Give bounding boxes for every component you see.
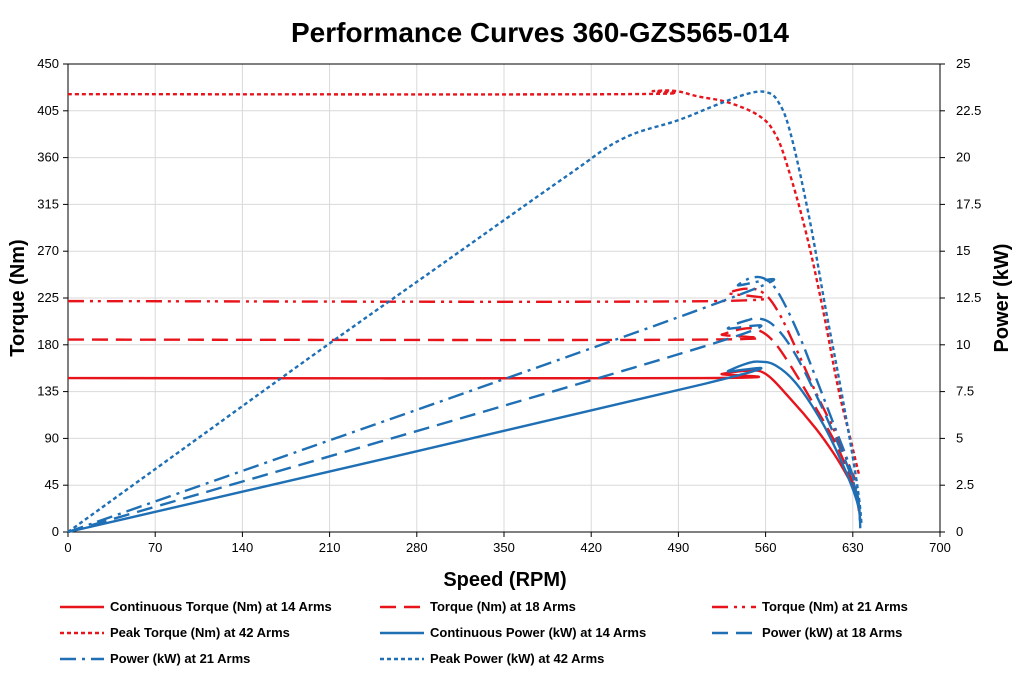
- series-line-7: [67, 275, 862, 534]
- y-axis-label: Torque (Nm): [7, 239, 29, 356]
- y-tick-label: 90: [45, 430, 59, 445]
- y2-tick-label: 22.5: [956, 103, 981, 118]
- x-tick-label: 70: [148, 540, 162, 555]
- x-tick-label: 560: [755, 540, 777, 555]
- y-tick-label: 180: [37, 337, 59, 352]
- series-line-4: [67, 89, 861, 476]
- y2-tick-label: 15: [956, 243, 970, 258]
- y-tick-label: 225: [37, 290, 59, 305]
- legend-label-5: Continuous Power (kW) at 14 Arms: [430, 625, 646, 640]
- legend-label-4: Peak Torque (Nm) at 42 Arms: [110, 625, 290, 640]
- series-line-3: [67, 287, 857, 481]
- chart-title: Performance Curves 360-GZS565-014: [291, 17, 789, 48]
- y-tick-label: 360: [37, 150, 59, 165]
- x-tick-label: 0: [64, 540, 71, 555]
- y2-tick-label: 0: [956, 524, 963, 539]
- series-line-5: [67, 360, 862, 534]
- grid-lines: [67, 63, 941, 533]
- series-line-8: [67, 90, 863, 533]
- legend-label-2: Torque (Nm) at 18 Arms: [430, 599, 576, 614]
- y2-tick-label: 2.5: [956, 477, 974, 492]
- x-tick-label: 420: [580, 540, 602, 555]
- x-tick-label: 210: [319, 540, 341, 555]
- y-tick-label: 450: [37, 56, 59, 71]
- legend-label-1: Continuous Torque (Nm) at 14 Arms: [110, 599, 332, 614]
- legend-label-3: Torque (Nm) at 21 Arms: [762, 599, 908, 614]
- y2-tick-label: 17.5: [956, 196, 981, 211]
- y-tick-label: 0: [52, 524, 59, 539]
- x-tick-label: 630: [842, 540, 864, 555]
- x-tick-label: 700: [929, 540, 951, 555]
- y-tick-label: 45: [45, 477, 59, 492]
- y2-tick-label: 12.5: [956, 290, 981, 305]
- y2-tick-label: 25: [956, 56, 970, 71]
- legend-label-8: Peak Power (kW) at 42 Arms: [430, 651, 604, 666]
- y-tick-label: 315: [37, 196, 59, 211]
- x-axis-ticks: 0 70 140 210 280 350 420 490 560 630 700: [64, 532, 951, 555]
- y2-tick-label: 5: [956, 430, 963, 445]
- x-tick-label: 140: [232, 540, 254, 555]
- series-line-2: [67, 326, 858, 493]
- y2-axis-label: Power (kW): [991, 244, 1013, 353]
- y2-axis-ticks: 0 2.5 5 7.5 10 12.5 15 17.5 20 22.5 25: [940, 56, 981, 539]
- y2-tick-label: 10: [956, 337, 970, 352]
- x-tick-label: 350: [493, 540, 515, 555]
- x-axis-label: Speed (RPM): [443, 569, 566, 591]
- series-line-6: [67, 317, 862, 534]
- x-tick-label: 280: [406, 540, 428, 555]
- legend: Continuous Torque (Nm) at 14 Arms Torque …: [60, 599, 908, 666]
- x-tick-label: 490: [668, 540, 690, 555]
- y2-tick-label: 20: [956, 150, 970, 165]
- y2-tick-label: 7.5: [956, 384, 974, 399]
- series-lines: [67, 89, 863, 534]
- y-axis-ticks: 0 45 90 135 180 225 270 315 360 405 450: [37, 56, 68, 539]
- legend-label-7: Power (kW) at 21 Arms: [110, 651, 250, 666]
- y-tick-label: 405: [37, 103, 59, 118]
- y-tick-label: 135: [37, 384, 59, 399]
- legend-label-6: Power (kW) at 18 Arms: [762, 625, 902, 640]
- y-tick-label: 270: [37, 243, 59, 258]
